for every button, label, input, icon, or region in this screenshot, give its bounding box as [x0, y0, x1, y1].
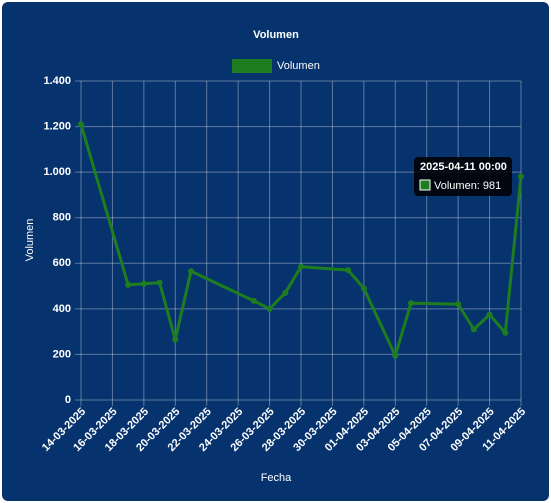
point	[266, 305, 273, 312]
legend-label: Volumen	[277, 60, 320, 72]
y-tick-label: 600	[53, 257, 71, 269]
chart-title: Volumen	[253, 29, 299, 41]
point	[470, 326, 477, 333]
y-tick-label: 400	[53, 303, 71, 315]
point	[250, 297, 257, 304]
point	[156, 279, 163, 286]
point	[125, 281, 132, 288]
x-axis-label: Fecha	[261, 472, 292, 484]
y-tick-label: 1.400	[43, 75, 71, 87]
y-tick-label: 1.200	[43, 120, 71, 132]
point	[298, 263, 304, 270]
point	[360, 285, 367, 292]
point	[518, 173, 524, 180]
point	[78, 121, 84, 128]
point	[140, 280, 147, 287]
point	[188, 268, 194, 275]
point	[172, 336, 179, 343]
y-tick-label: 0	[65, 394, 71, 406]
point	[502, 329, 509, 336]
tooltip-label: Volumen: 981	[434, 180, 501, 192]
tooltip	[414, 157, 512, 196]
y-tick-label: 800	[53, 212, 71, 224]
point	[282, 289, 289, 296]
legend-swatch	[232, 59, 272, 73]
point	[392, 352, 399, 359]
y-axis-label: Volumen	[24, 219, 36, 262]
tooltip-title: 2025-04-11 00:00	[420, 161, 507, 173]
point	[345, 267, 352, 274]
y-tick-label: 1.000	[43, 166, 71, 178]
point	[408, 300, 414, 307]
point	[486, 311, 493, 318]
tooltip-swatch	[419, 179, 431, 191]
point	[455, 301, 462, 308]
y-tick-label: 200	[53, 348, 71, 360]
